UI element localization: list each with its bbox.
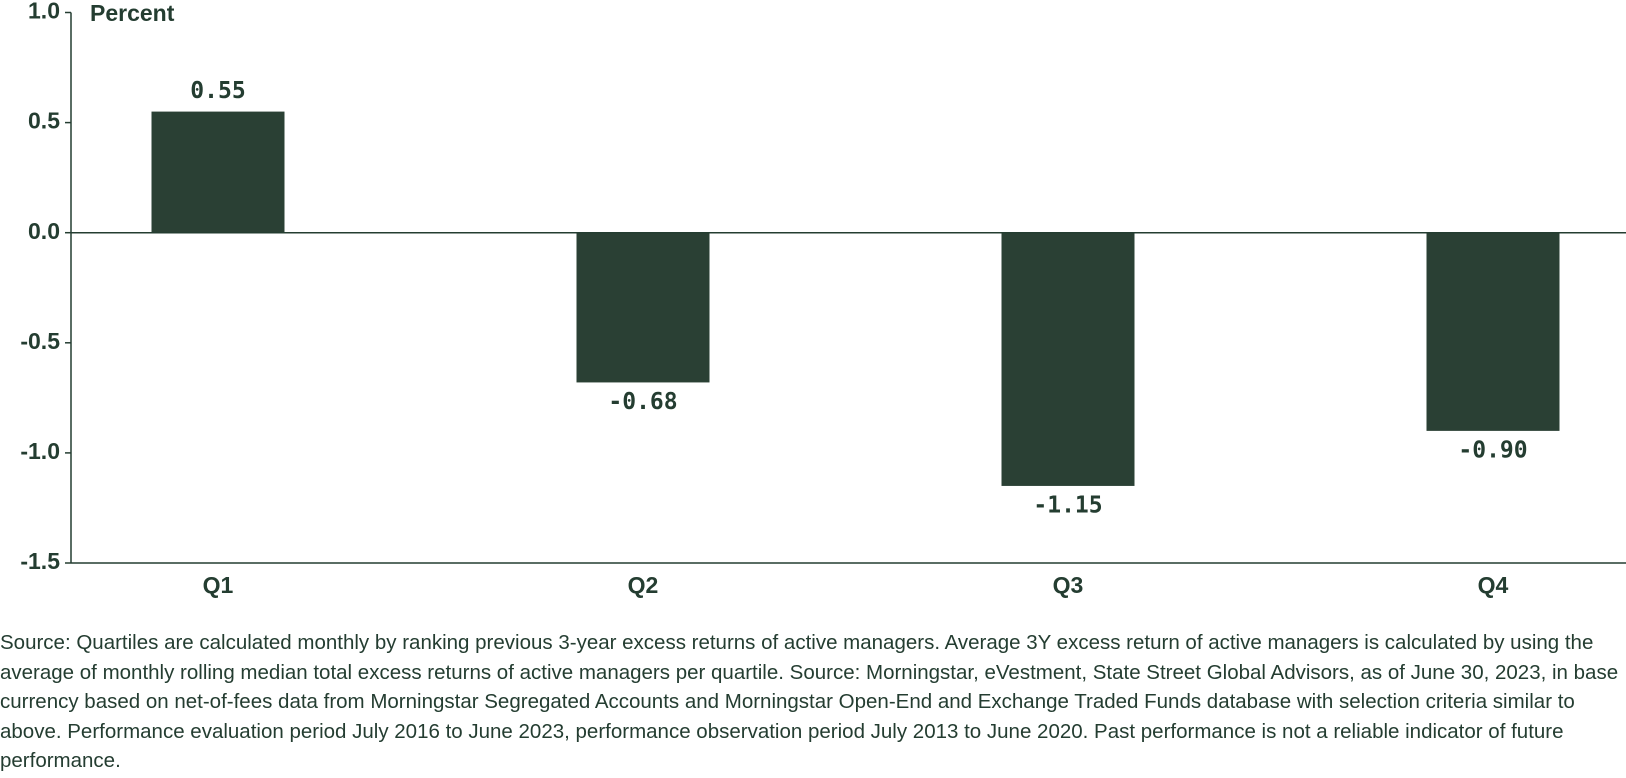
bar xyxy=(1426,232,1560,431)
value-label: -0.90 xyxy=(1458,437,1527,463)
x-tick-label: Q4 xyxy=(1478,572,1509,598)
x-tick-label: Q2 xyxy=(628,572,659,598)
x-tick-label: Q3 xyxy=(1053,572,1084,598)
bar xyxy=(1001,232,1135,486)
value-label: -0.68 xyxy=(608,389,677,415)
value-label: -1.15 xyxy=(1033,492,1102,518)
bar xyxy=(576,232,710,383)
y-tick-label: -0.5 xyxy=(20,328,60,354)
y-tick-label: -1.5 xyxy=(20,548,60,574)
y-axis-label: Percent xyxy=(90,0,175,26)
y-tick-label: -1.0 xyxy=(20,438,60,464)
value-label: 0.55 xyxy=(190,78,245,104)
y-tick-label: 1.0 xyxy=(28,0,60,24)
x-tick-label: Q1 xyxy=(203,572,234,598)
chart: Percent -1.5 -1.0 -0.5 0.0 0.5 1.0 Q1 0.55 Q2 -0.… xyxy=(20,0,1626,598)
y-tick-label: 0.5 xyxy=(28,108,60,134)
bar xyxy=(151,111,285,233)
source-note: Source: Quartiles are calculated monthly… xyxy=(0,631,1619,772)
y-tick-label: 0.0 xyxy=(28,218,60,244)
